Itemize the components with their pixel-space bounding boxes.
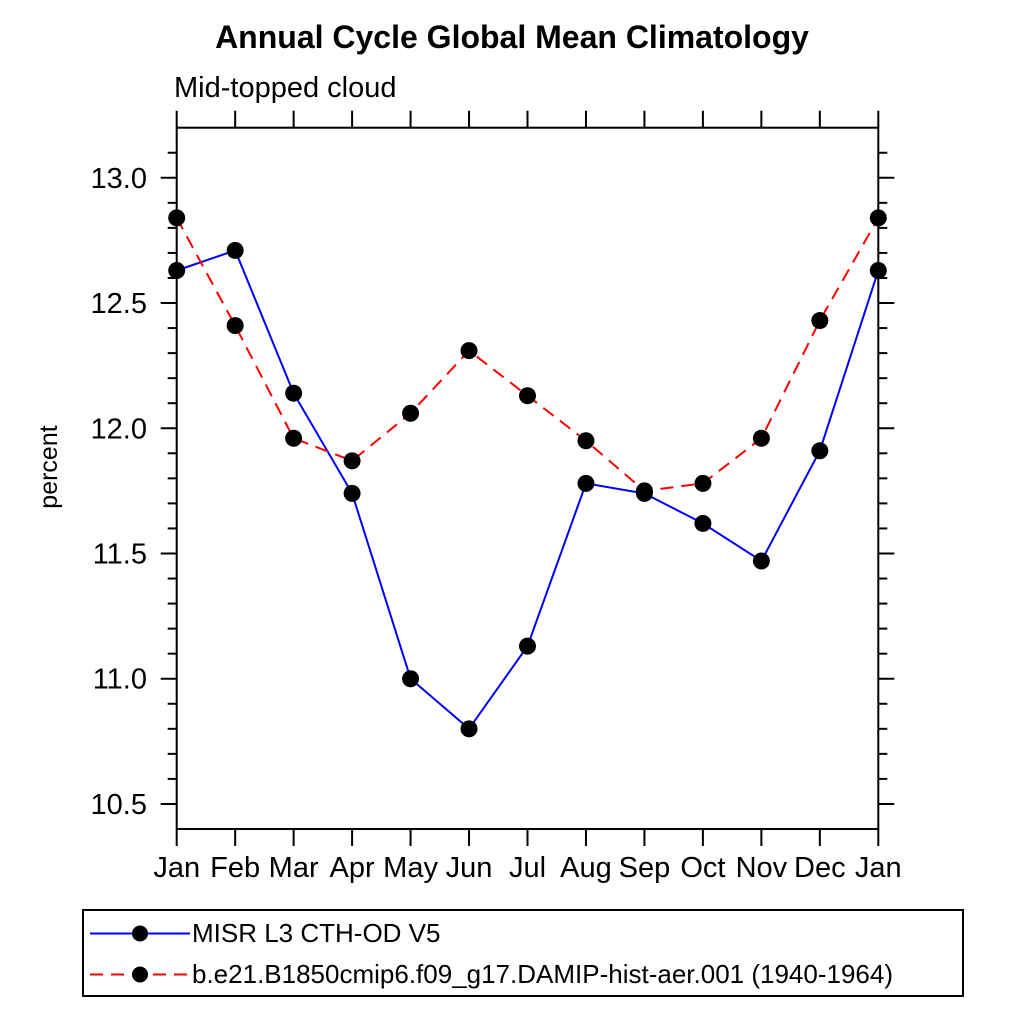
x-tick-label: Sep — [619, 852, 671, 884]
x-tick-label: Nov — [736, 852, 788, 884]
data-point — [226, 317, 244, 335]
data-point — [577, 474, 595, 492]
x-tick-label: Jan — [855, 852, 902, 884]
legend-label: MISR L3 CTH-OD V5 — [192, 918, 441, 948]
y-tick-label: 12.5 — [91, 288, 147, 320]
legend-row: b.e21.B1850cmip6.f09_g17.DAMIP-hist-aer.… — [84, 954, 962, 995]
data-point — [285, 384, 303, 402]
data-point — [752, 429, 770, 447]
legend-marker — [132, 925, 148, 942]
legend-swatch-dashed-line — [90, 966, 190, 983]
y-tick-label: 11.0 — [93, 664, 147, 696]
data-point — [402, 670, 420, 688]
data-point — [635, 482, 653, 500]
data-point — [460, 342, 478, 360]
y-tick-label: 12.0 — [91, 413, 147, 445]
y-tick-label: 11.5 — [93, 538, 147, 570]
data-point — [343, 452, 361, 470]
series-line-solid — [176, 249, 880, 731]
y-axis-label: percent — [35, 425, 63, 508]
chart-title: Annual Cycle Global Mean Climatology — [215, 19, 809, 55]
x-tick-label: Feb — [210, 852, 260, 884]
data-point — [168, 209, 186, 227]
x-tick-label: Apr — [330, 852, 375, 884]
x-tick-label: Jan — [153, 852, 200, 884]
data-point — [752, 552, 770, 570]
chart-subtitle: Mid-topped cloud — [174, 72, 396, 104]
data-point — [694, 474, 712, 492]
plot-frame — [175, 126, 880, 830]
x-tick-label: Dec — [794, 852, 846, 884]
legend-row: MISR L3 CTH-OD V5 — [84, 913, 962, 954]
data-point — [285, 429, 303, 447]
data-point — [168, 261, 186, 279]
legend-label: b.e21.B1850cmip6.f09_g17.DAMIP-hist-aer.… — [192, 959, 893, 989]
data-point — [226, 241, 244, 259]
data-point — [460, 720, 478, 738]
legend-marker — [132, 966, 148, 983]
x-tick-label: Mar — [269, 852, 319, 884]
series-line-dashed — [175, 217, 880, 492]
data-point — [402, 404, 420, 422]
data-point — [519, 637, 536, 655]
legend-swatch-solid-line — [90, 925, 190, 942]
x-tick-label: Aug — [560, 852, 612, 884]
y-tick-label: 10.5 — [91, 789, 147, 821]
x-tick-label: May — [383, 852, 438, 884]
data-point — [811, 312, 829, 330]
data-point — [577, 432, 595, 450]
data-point — [869, 209, 887, 227]
x-tick-label: Jun — [446, 852, 493, 884]
x-tick-label: Oct — [680, 852, 725, 884]
data-point — [869, 261, 887, 279]
legend: MISR L3 CTH-OD V5 b.e21.B1850cmip6.f09_g… — [82, 909, 964, 997]
data-point — [811, 442, 829, 460]
y-tick-label: 13.0 — [91, 163, 147, 195]
data-point — [519, 387, 536, 405]
data-point — [343, 484, 361, 502]
data-point — [694, 514, 712, 532]
x-tick-label: Jul — [509, 852, 546, 884]
